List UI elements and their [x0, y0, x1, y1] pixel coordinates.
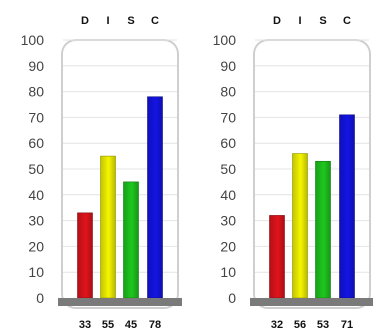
value-label-s: 45	[125, 319, 137, 330]
value-label-i: 56	[294, 319, 306, 330]
y-tick-label: 30	[28, 213, 44, 229]
y-tick-label: 100	[21, 32, 45, 48]
bar-c	[339, 114, 355, 299]
chart-2: 0 10 20 30 40 50 60 70 80 90 100 D I S C 32 56 53 71	[213, 15, 373, 330]
baseline-band	[58, 298, 182, 306]
bar-i	[292, 153, 308, 299]
value-label-s: 53	[317, 319, 329, 330]
bar-i	[100, 155, 116, 299]
bar-d	[269, 215, 285, 299]
chart-1: 0 10 20 30 40 50 60 70 80 90 100 D I S C 33 55 45 78	[21, 15, 182, 330]
y-tick-label: 50	[220, 161, 236, 177]
y-tick-label: 70	[220, 109, 236, 125]
y-tick-label: 100	[213, 32, 237, 48]
y-tick-label: 0	[228, 290, 236, 306]
bar-d	[77, 212, 93, 299]
y-tick-label: 20	[220, 238, 236, 254]
y-tick-label: 10	[220, 264, 236, 280]
baseline-band	[250, 298, 373, 306]
y-tick-label: 60	[28, 135, 44, 151]
category-label-c: C	[343, 15, 351, 27]
category-label-c: C	[151, 15, 159, 27]
y-tick-label: 20	[28, 238, 44, 254]
value-label-c: 71	[341, 319, 353, 330]
category-label-d: D	[273, 15, 281, 27]
bar-s	[315, 160, 331, 299]
y-tick-label: 80	[220, 84, 236, 100]
y-tick-label: 90	[220, 58, 236, 74]
y-tick-label: 80	[28, 84, 44, 100]
y-tick-label: 40	[28, 187, 44, 203]
y-tick-label: 30	[220, 213, 236, 229]
y-tick-label: 90	[28, 58, 44, 74]
value-label-d: 32	[271, 319, 283, 330]
bar-c	[147, 96, 163, 299]
value-label-i: 55	[102, 319, 114, 330]
bar-s	[123, 181, 139, 299]
value-label-d: 33	[79, 319, 91, 330]
category-label-i: I	[106, 15, 109, 27]
y-tick-label: 40	[220, 187, 236, 203]
y-tick-label: 10	[28, 264, 44, 280]
category-label-i: I	[298, 15, 301, 27]
category-label-s: S	[127, 15, 134, 27]
category-label-s: S	[319, 15, 326, 27]
y-tick-label: 70	[28, 109, 44, 125]
category-label-d: D	[81, 15, 89, 27]
y-tick-label: 50	[28, 161, 44, 177]
value-label-c: 78	[149, 319, 161, 330]
y-tick-label: 60	[220, 135, 236, 151]
y-tick-label: 0	[36, 290, 44, 306]
